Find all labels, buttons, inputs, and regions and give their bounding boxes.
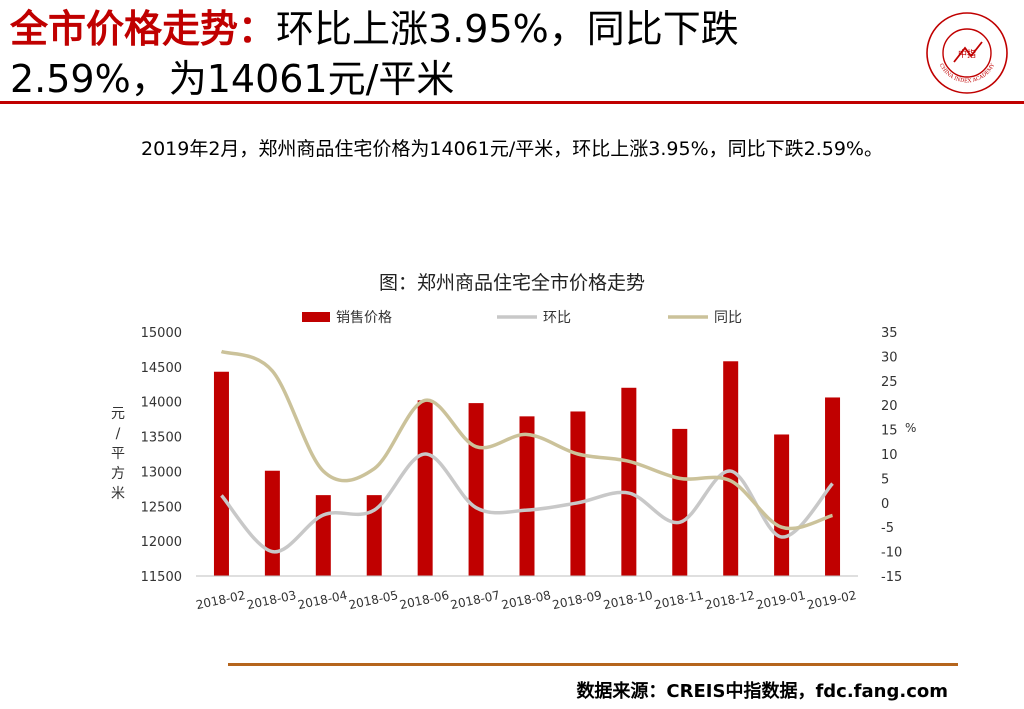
y-tick-label: 13000 [141,465,182,480]
china-index-academy-logo: 中指 CHINA INDEX ACADEMY [926,12,1008,94]
summary-text: 2019年2月，郑州商品住宅价格为14061元/平米，环比上涨3.95%，同比下… [140,138,883,160]
y2-axis-label: % [905,421,916,435]
y-tick-label: 14000 [141,396,182,411]
x-tick-label: 2018-04 [296,588,348,612]
legend-swatch-price [302,312,330,322]
x-tick-label: 2018-03 [246,588,298,612]
y2-tick-label: -10 [881,546,902,561]
y2-tick-label: 10 [881,448,898,463]
y2-tick-label: 20 [881,399,898,414]
y-axis-label-char: 米 [111,486,125,502]
y2-tick-label: 25 [881,375,898,390]
bar-2018-03 [264,470,280,576]
bar-2018-12 [723,361,739,576]
series-line-yoy [220,349,834,531]
y-tick-label: 13500 [141,431,182,446]
y2-tick-label: -15 [881,570,902,585]
bar-2018-09 [570,411,586,576]
x-tick-label: 2019-02 [806,588,858,612]
title-divider [0,101,1024,104]
y-tick-label: 15000 [141,326,182,341]
x-tick-label: 2018-06 [398,588,450,612]
x-tick-label: 2018-12 [704,588,756,612]
y-tick-label: 14500 [141,361,182,376]
title-line2: 2.59%，为14061元/平米 [10,57,455,101]
y2-tick-label: 30 [881,350,898,365]
bar-2019-02 [825,397,841,576]
bar-2019-01 [774,434,790,576]
bar-2018-04 [315,495,331,576]
bar-2018-06 [417,400,433,576]
bar-2018-02 [213,371,229,576]
y-axis-label-char: 平 [111,446,125,462]
x-tick-label: 2018-11 [653,588,705,612]
x-tick-label: 2018-07 [449,588,501,612]
chart-title: 图：郑州商品住宅全市价格走势 [378,272,645,294]
x-tick-label: 2018-08 [500,588,552,612]
bar-2018-11 [672,428,688,576]
x-tick-label: 2018-05 [347,588,399,612]
legend-label: 同比 [714,310,742,326]
bar-2018-08 [519,416,535,576]
x-tick-label: 2019-01 [755,588,807,612]
y-tick-label: 12500 [141,500,182,515]
price-trend-chart: 11500 12000 12500 13000 13500 14000 14500 15000… [111,310,916,612]
x-tick-label: 2018-02 [195,588,247,612]
page-title: 全市价格走势：环比上涨3.95%，同比下跌 2.59%，为14061元/平米 [10,4,910,104]
bar-2018-10 [621,387,637,576]
y2-tick-label: 5 [881,472,889,487]
legend-label: 环比 [543,310,571,326]
y2-tick-label: 0 [881,497,889,512]
x-tick-label: 2018-09 [551,588,603,612]
x-tick-label: 2018-10 [602,588,654,612]
y-axis-label-char: / [116,426,121,442]
legend-label: 销售价格 [336,310,392,326]
data-source: 数据来源：CREIS中指数据，fdc.fang.com [576,681,948,702]
bar-2018-05 [366,495,382,576]
y-axis-label-char: 方 [111,466,125,482]
y-axis-label-char: 元 [111,406,125,422]
bar-2018-07 [468,403,484,576]
y2-tick-label: -5 [881,521,894,536]
y2-tick-label: 35 [881,326,898,341]
footer-divider [228,663,958,666]
y-tick-label: 12000 [141,535,182,550]
series-line-mom [220,452,834,554]
title-line1-rest: 环比上涨3.95%，同比下跌 [276,7,739,51]
logo-text: 中指 [958,48,976,60]
y-tick-label: 11500 [141,570,182,585]
title-highlight: 全市价格走势： [10,7,277,51]
y2-tick-label: 15 [881,424,898,439]
